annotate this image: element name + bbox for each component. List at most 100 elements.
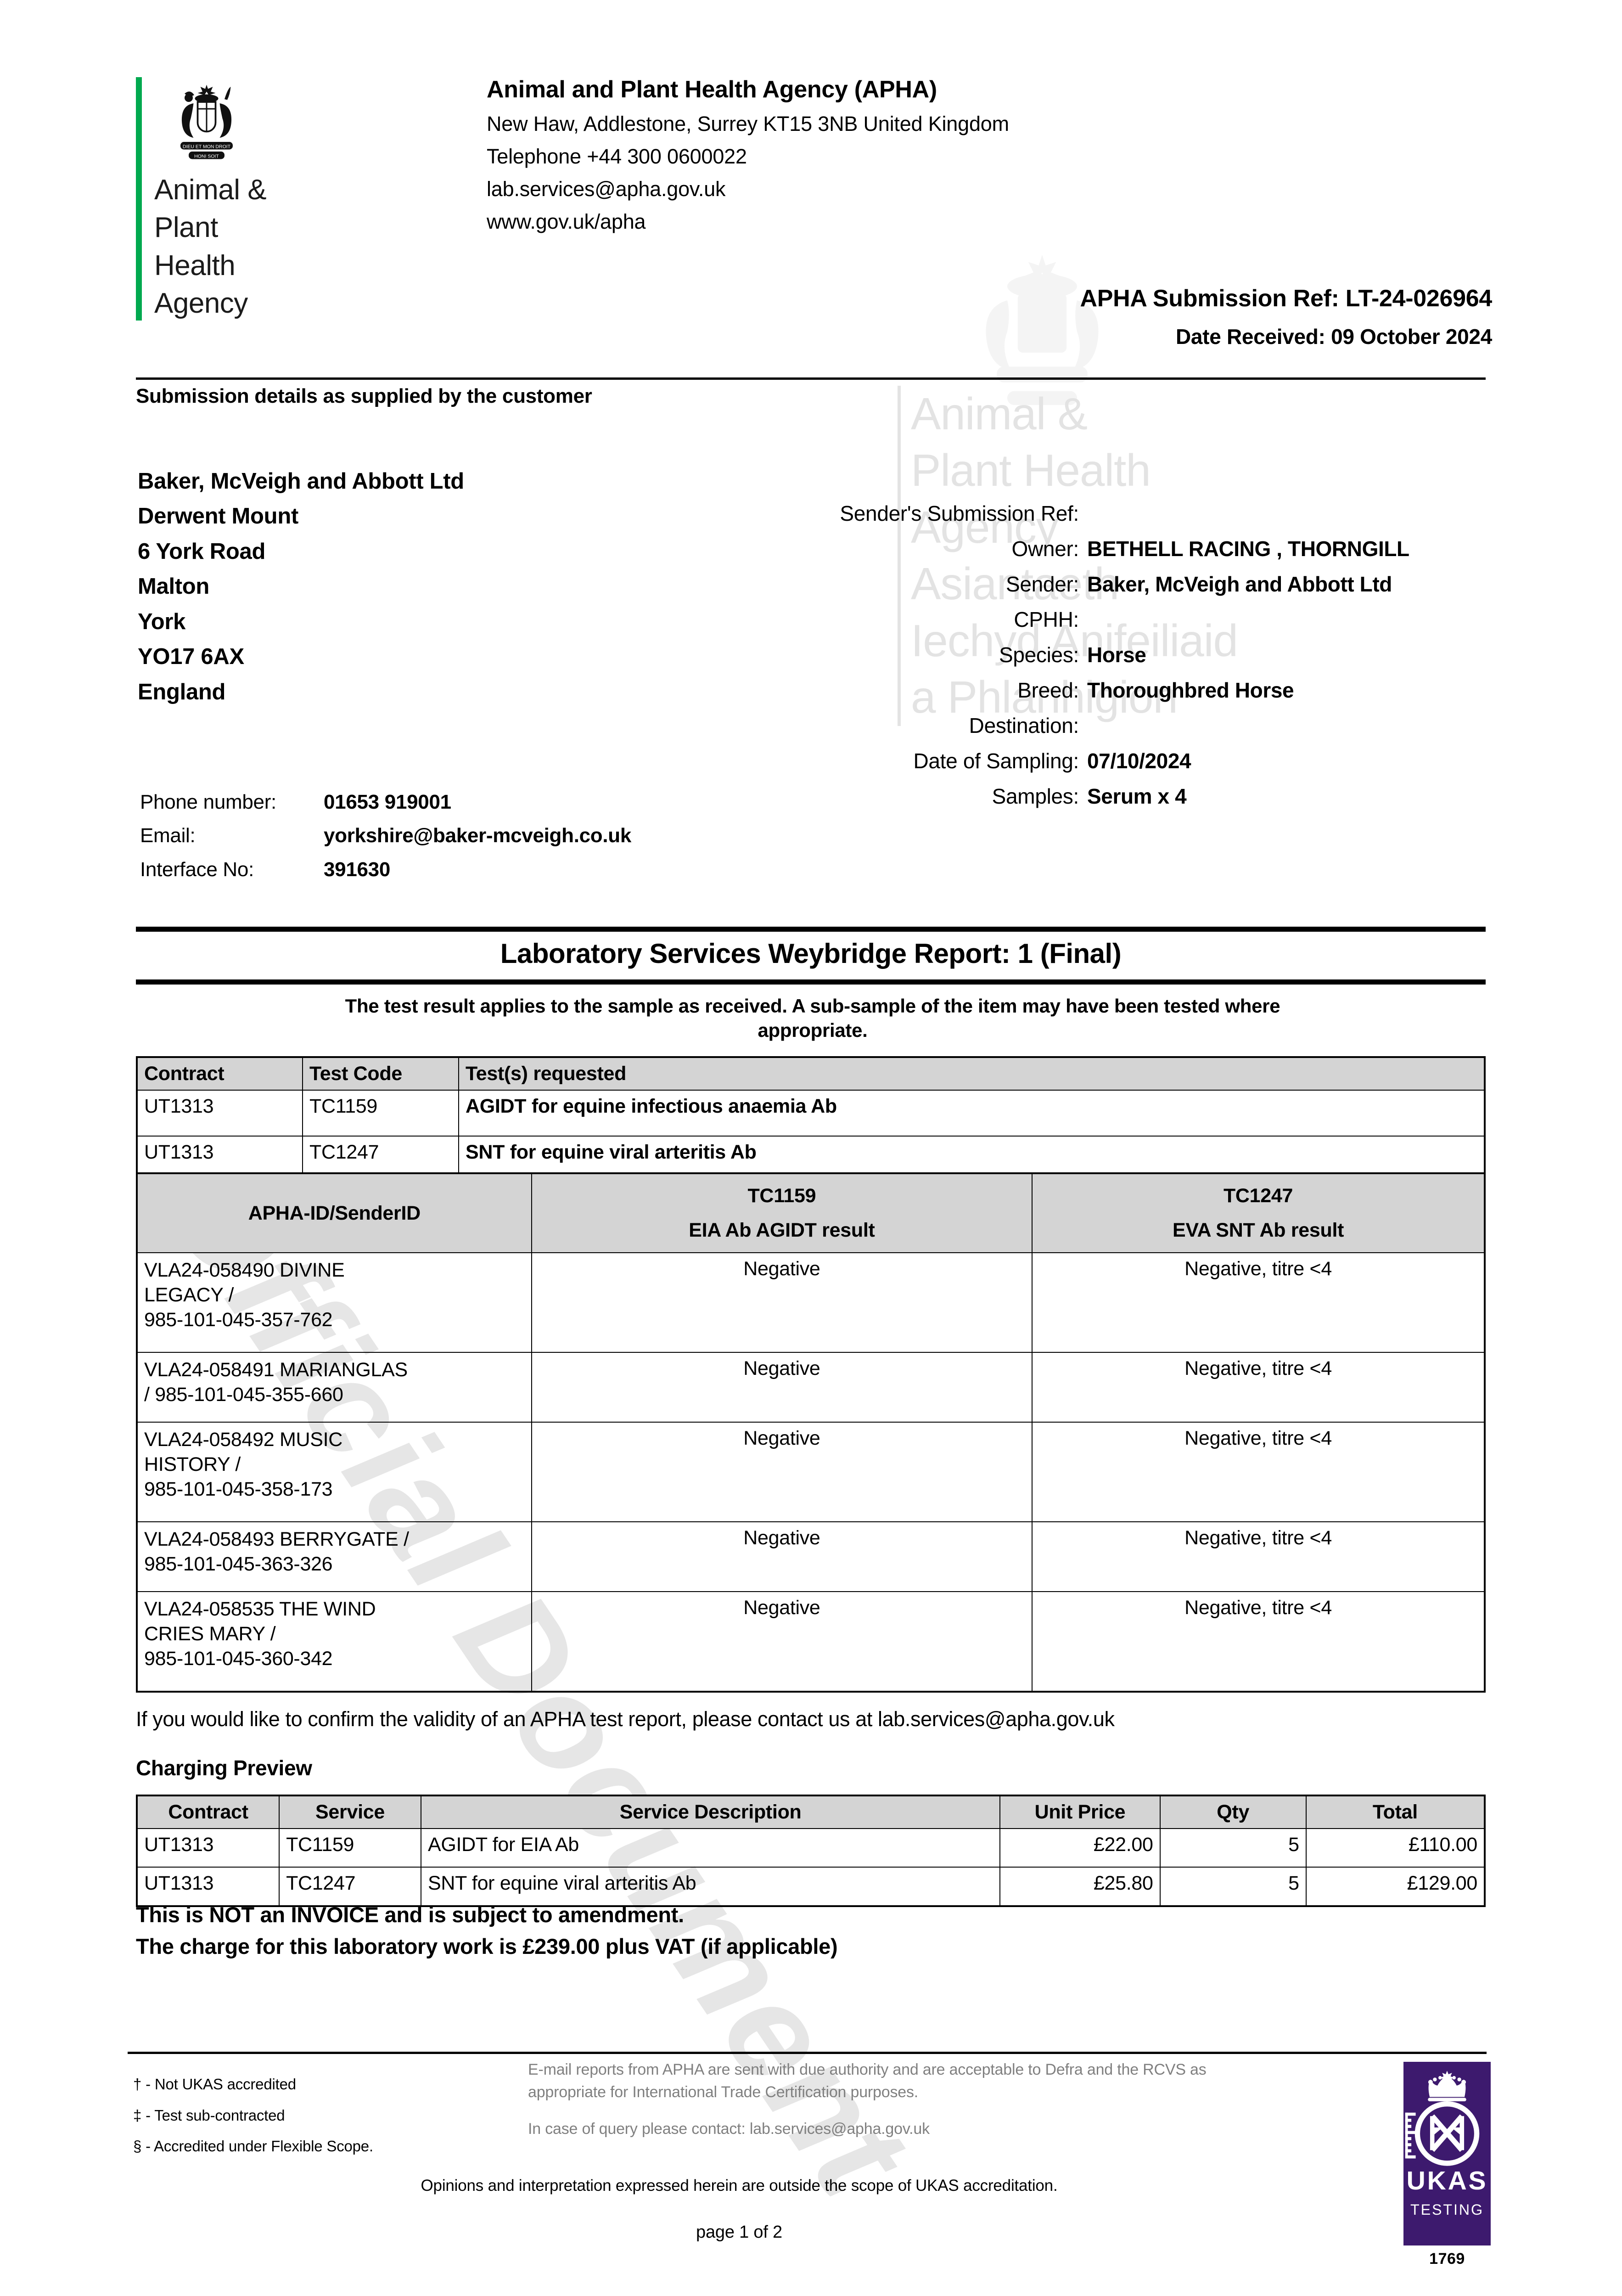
org-website[interactable]: www.gov.uk/apha: [487, 210, 646, 233]
cell-tc1247-result: Negative, titre <4: [1032, 1521, 1485, 1592]
cell-tc1159-result: Negative: [531, 1591, 1033, 1692]
address-line: Malton: [138, 574, 210, 599]
sender-row: CPHH:: [780, 609, 1409, 630]
customer-address: Baker, McVeigh and Abbott Ltd Derwent Mo…: [138, 464, 464, 709]
cell-test-name: AGIDT for equine infectious anaemia Ab: [458, 1090, 1485, 1137]
sender-label: Sender:: [1005, 572, 1079, 596]
org-address: New Haw, Addlestone, Surrey KT15 3NB Uni…: [487, 112, 1009, 135]
column-header-service-description: Service Description: [420, 1795, 1001, 1829]
sender-label: Breed:: [1017, 678, 1079, 702]
address-line: 6 York Road: [138, 539, 266, 564]
customer-contact: Phone number: 01653 919001 Email: yorksh…: [140, 785, 631, 886]
sample-id-line: VLA24-058491 MARIANGLAS: [144, 1359, 408, 1381]
sender-row: Sender's Submission Ref:: [780, 503, 1409, 524]
table-row: UT1313 TC1159 AGIDT for equine infectiou…: [136, 1090, 1485, 1137]
footer-email-note: E-mail reports from APHA are sent with d…: [528, 2059, 1244, 2140]
logo-green-bar: [136, 77, 142, 321]
cell-tc1159-result: Negative: [531, 1352, 1033, 1423]
sender-value: 07/10/2024: [1087, 749, 1191, 773]
results-table: APHA-ID/SenderID TC1159 EIA Ab AGIDT res…: [136, 1172, 1486, 1693]
watermark-line: Plant Health: [898, 442, 1614, 499]
sample-id-line: 985-101-045-363-326: [144, 1553, 333, 1576]
org-contact-block: Animal and Plant Health Agency (APHA) Ne…: [487, 76, 1009, 234]
table-header-row: APHA-ID/SenderID TC1159 EIA Ab AGIDT res…: [136, 1173, 1485, 1253]
charging-preview-table: Contract Service Service Description Uni…: [136, 1795, 1486, 1907]
sender-value: Serum x 4: [1087, 784, 1187, 808]
cell-tc1247-result: Negative, titre <4: [1032, 1252, 1485, 1353]
contact-row: Phone number: 01653 919001: [140, 785, 631, 819]
table-row: UT1313 TC1159 AGIDT for EIA Ab £22.00 5 …: [136, 1828, 1486, 1868]
sample-id-line: 985-101-045-357-762: [144, 1309, 333, 1331]
sample-id-line: / 985-101-045-355-660: [144, 1384, 343, 1406]
sample-id-line: HISTORY /: [144, 1453, 241, 1476]
query-note-text: In case of query please contact: lab.ser…: [528, 2120, 930, 2138]
sample-id-line: 985-101-045-360-342: [144, 1648, 333, 1670]
column-header-test-code: Test Code: [302, 1057, 459, 1091]
sample-id-line: VLA24-058492 MUSIC: [144, 1429, 343, 1451]
cell-tc1247-result: Negative, titre <4: [1032, 1352, 1485, 1423]
email-note-text: E-mail reports from APHA are sent with d…: [528, 2061, 1207, 2101]
sender-value: Baker, McVeigh and Abbott Ltd: [1087, 572, 1392, 596]
sender-label: Destination:: [969, 714, 1079, 737]
cell-qty: 5: [1159, 1828, 1307, 1868]
cell-sample-id: VLA24-058493 BERRYGATE / 985-101-045-363…: [136, 1521, 532, 1592]
sample-id-line: CRIES MARY /: [144, 1623, 276, 1645]
header-line: TC1247: [1223, 1185, 1293, 1207]
sender-details: Sender's Submission Ref: Owner: BETHELL R…: [780, 503, 1409, 821]
footer-divider: [128, 2052, 1487, 2054]
cell-contract: UT1313: [136, 1867, 280, 1907]
cell-test-code: TC1159: [302, 1090, 459, 1137]
svg-text:DIEU ET MON DROIT: DIEU ET MON DROIT: [183, 144, 231, 150]
submission-ref-block: APHA Submission Ref: LT-24-026964 Date R…: [620, 285, 1493, 349]
ukas-crown-logo-icon: UKAS TESTING: [1405, 2071, 1488, 2218]
footnote: § - Accredited under Flexible Scope.: [133, 2138, 373, 2155]
cell-contract: UT1313: [136, 1090, 303, 1137]
cell-sample-id: VLA24-058492 MUSIC HISTORY / 985-101-045…: [136, 1422, 532, 1522]
address-line: England: [138, 679, 226, 704]
contact-label: Email:: [140, 824, 196, 847]
sender-row: Species: Horse: [780, 644, 1409, 665]
cell-total: £110.00: [1305, 1828, 1486, 1868]
title-rule-top: [136, 927, 1486, 932]
footer-opinions: Opinions and interpretation expressed he…: [421, 2177, 1058, 2195]
sample-id-line: LEGACY /: [144, 1284, 234, 1306]
cell-unit-price: £25.80: [999, 1867, 1161, 1907]
page-number: page 1 of 2: [696, 2223, 782, 2242]
not-invoice-line: This is NOT an INVOICE and is subject to…: [136, 1902, 684, 1927]
footnote: † - Not UKAS accredited: [133, 2076, 296, 2093]
sender-value: Thoroughbred Horse: [1087, 678, 1294, 702]
header-line: TC1159: [747, 1185, 816, 1207]
contact-label: Phone number:: [140, 791, 276, 813]
header-sub-line: EVA SNT Ab result: [1172, 1219, 1344, 1241]
sender-label: CPHH:: [1014, 608, 1079, 631]
svg-text:UKAS: UKAS: [1407, 2166, 1488, 2195]
org-email[interactable]: lab.services@apha.gov.uk: [487, 177, 726, 201]
column-header-total: Total: [1305, 1795, 1486, 1829]
logo-line: Agency: [154, 287, 248, 320]
submission-details-heading: Submission details as supplied by the cu…: [136, 385, 592, 407]
cell-unit-price: £22.00: [999, 1828, 1161, 1868]
title-rule-bottom: [136, 979, 1486, 985]
royal-coat-of-arms-icon: DIEU ET MON DROIT HONI SOIT: [180, 84, 233, 159]
address-line: Derwent Mount: [138, 504, 298, 529]
sender-row: Owner: BETHELL RACING , THORNGILL: [780, 538, 1410, 559]
apha-logo-wordmark: Animal & Plant Health Agency: [154, 171, 287, 323]
column-header-tc1159: TC1159 EIA Ab AGIDT result: [531, 1173, 1033, 1253]
sample-id-line: VLA24-058493 BERRYGATE /: [144, 1528, 409, 1550]
table-row: VLA24-058492 MUSIC HISTORY / 985-101-045…: [136, 1422, 1485, 1522]
cell-service: TC1247: [279, 1867, 421, 1907]
table-row: VLA24-058491 MARIANGLAS / 985-101-045-35…: [136, 1352, 1485, 1423]
logo-line: Animal &: [154, 174, 267, 206]
column-header-unit-price: Unit Price: [999, 1795, 1161, 1829]
sender-row: Sender: Baker, McVeigh and Abbott Ltd: [780, 574, 1409, 595]
cell-contract: UT1313: [136, 1828, 280, 1868]
sender-row: Samples: Serum x 4: [780, 786, 1409, 807]
table-row: VLA24-058490 DIVINE LEGACY / 985-101-045…: [136, 1252, 1485, 1353]
contact-value[interactable]: yorkshire@baker-mcveigh.co.uk: [324, 824, 632, 847]
sample-id-line: VLA24-058490 DIVINE: [144, 1259, 345, 1281]
sender-row: Breed: Thoroughbred Horse: [780, 680, 1409, 701]
sender-label: Samples:: [992, 784, 1079, 808]
charging-preview-title: Charging Preview: [136, 1756, 312, 1780]
table-row: UT1313 TC1247 SNT for equine viral arter…: [136, 1867, 1486, 1907]
not-invoice-line: The charge for this laboratory work is £…: [136, 1934, 838, 1959]
